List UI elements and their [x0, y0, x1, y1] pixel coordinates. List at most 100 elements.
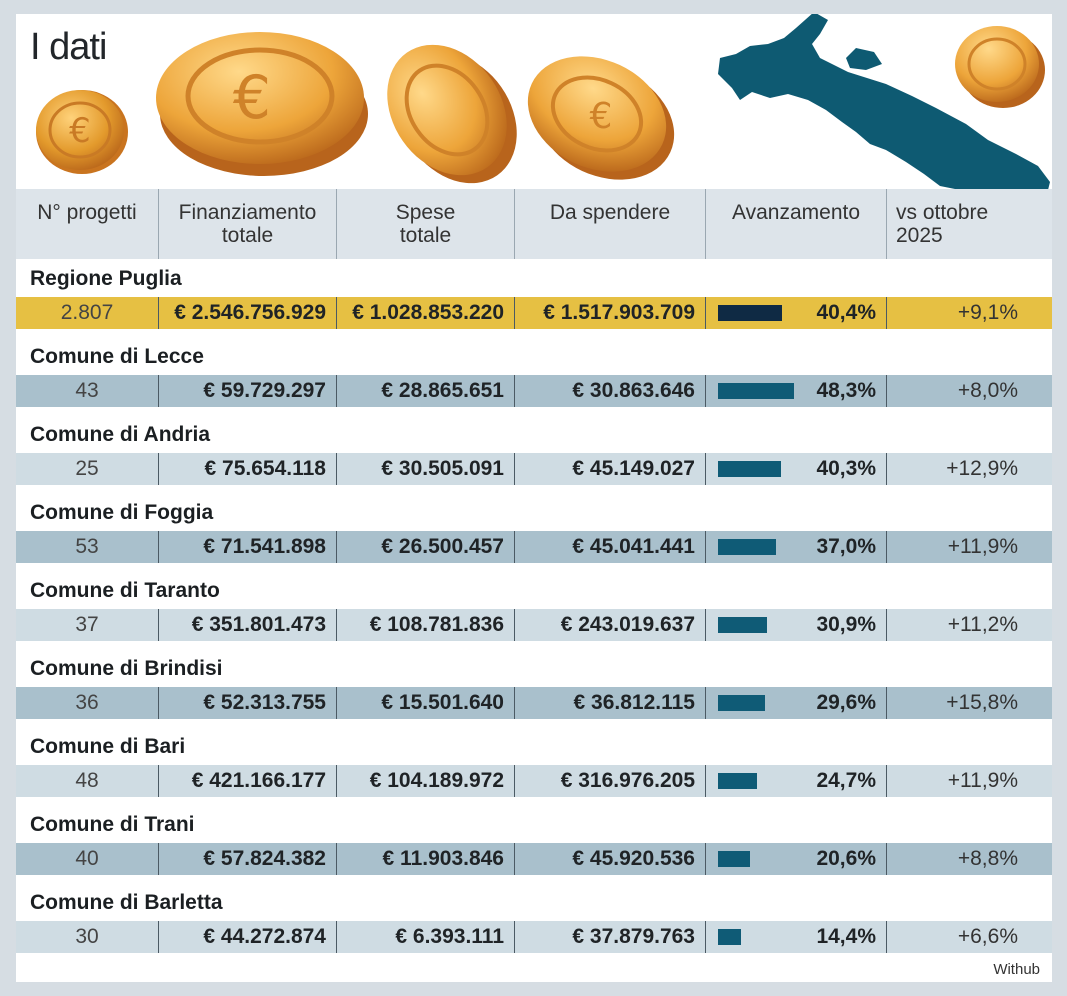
column-divider	[336, 531, 337, 563]
column-divider	[336, 189, 337, 259]
column-divider	[158, 687, 159, 719]
column-divider	[886, 765, 887, 797]
cell-progetti: 25	[75, 457, 99, 480]
table-row: 48 € 421.166.177 € 104.189.972 € 316.976.20…	[16, 765, 1052, 797]
table-row: 40 € 57.824.382 € 11.903.846 € 45.920.536 20…	[16, 843, 1052, 875]
cell-da-spendere: € 45.920.536	[572, 847, 695, 870]
cell-da-spendere: € 36.812.115	[573, 691, 695, 714]
column-divider	[705, 687, 706, 719]
cell-progetti: 40	[75, 847, 99, 870]
cell-progetti: 48	[75, 769, 99, 792]
row-name: Comune di Taranto	[30, 579, 220, 602]
cell-spese: € 6.393.111	[395, 925, 504, 948]
cell-progetti: 2.807	[60, 301, 114, 324]
column-divider	[336, 375, 337, 407]
column-divider	[158, 609, 159, 641]
cell-delta: +15,8%	[946, 691, 1018, 714]
table-row: 36 € 52.313.755 € 15.501.640 € 36.812.115 29…	[16, 687, 1052, 719]
column-divider	[336, 453, 337, 485]
column-divider	[158, 843, 159, 875]
cell-delta: +11,9%	[947, 769, 1018, 792]
euro-coin-icon: €	[527, 56, 675, 180]
euro-coin-icon: €	[156, 32, 368, 176]
cell-delta: +8,0%	[957, 379, 1018, 402]
cell-spese: € 28.865.651	[381, 379, 504, 402]
row-name: Comune di Andria	[30, 423, 211, 446]
cell-avanzamento: 24,7%	[816, 769, 876, 792]
column-divider	[886, 843, 887, 875]
column-divider	[705, 843, 706, 875]
header-da-spendere: Da spendere	[549, 201, 671, 224]
cell-avanzamento: 37,0%	[816, 535, 876, 558]
cell-finanziamento: € 44.272.874	[203, 925, 326, 948]
row-name: Comune di Brindisi	[30, 657, 223, 680]
table-row: 2.807 € 2.546.756.929 € 1.028.853.220 € 1.5…	[16, 297, 1052, 329]
cell-avanzamento: 20,6%	[816, 847, 876, 870]
column-divider	[514, 375, 515, 407]
column-divider	[158, 765, 159, 797]
column-divider	[336, 687, 337, 719]
progress-bar	[718, 617, 767, 633]
column-divider	[705, 765, 706, 797]
cell-da-spendere: € 37.879.763	[572, 925, 695, 948]
column-divider	[705, 921, 706, 953]
cell-spese: € 104.189.972	[369, 769, 504, 792]
cell-finanziamento: € 52.313.755	[203, 691, 326, 714]
column-divider	[514, 765, 515, 797]
column-divider	[886, 189, 887, 259]
cell-spese: € 11.903.846	[382, 847, 504, 870]
column-divider	[886, 297, 887, 329]
svg-text:€: €	[69, 111, 91, 151]
progress-bar	[718, 305, 782, 321]
table-header: N° progetti Finanziamento totale Spese t…	[16, 189, 1052, 259]
column-divider	[514, 297, 515, 329]
infographic-card: I dati € € € N° progett	[16, 14, 1052, 982]
progress-bar	[718, 383, 794, 399]
header-avanzamento: Avanzamento	[731, 201, 861, 224]
progress-bar	[718, 851, 750, 867]
row-name: Comune di Bari	[30, 735, 186, 758]
row-name: Comune di Trani	[30, 813, 195, 836]
column-divider	[158, 297, 159, 329]
cell-progetti: 53	[75, 535, 99, 558]
cell-finanziamento: € 71.541.898	[203, 535, 326, 558]
progress-bar	[718, 695, 765, 711]
column-divider	[886, 921, 887, 953]
column-divider	[514, 189, 515, 259]
cell-avanzamento: 29,6%	[816, 691, 876, 714]
cell-avanzamento: 30,9%	[816, 613, 876, 636]
cell-da-spendere: € 316.976.205	[560, 769, 695, 792]
header-spese: Spese totale	[395, 201, 456, 247]
progress-bar	[718, 539, 776, 555]
row-name: Comune di Foggia	[30, 501, 214, 524]
column-divider	[514, 609, 515, 641]
row-name: Comune di Barletta	[30, 891, 223, 914]
column-divider	[336, 921, 337, 953]
cell-avanzamento: 40,4%	[816, 301, 876, 324]
cell-delta: +9,1%	[957, 301, 1018, 324]
progress-bar	[718, 929, 741, 945]
column-divider	[705, 297, 706, 329]
puglia-map	[718, 14, 1050, 236]
table-row: 37 € 351.801.473 € 108.781.836 € 243.019.63…	[16, 609, 1052, 641]
column-divider	[705, 375, 706, 407]
cell-spese: € 1.028.853.220	[352, 301, 504, 324]
cell-delta: +12,9%	[946, 457, 1018, 480]
column-divider	[158, 531, 159, 563]
header-progetti: N° progetti	[37, 201, 137, 224]
progress-bar	[718, 773, 757, 789]
column-divider	[886, 375, 887, 407]
column-divider	[336, 297, 337, 329]
cell-da-spendere: € 243.019.637	[560, 613, 695, 636]
cell-finanziamento: € 421.166.177	[191, 769, 326, 792]
progress-bar	[718, 461, 781, 477]
cell-da-spendere: € 1.517.903.709	[543, 301, 695, 324]
cell-finanziamento: € 59.729.297	[203, 379, 326, 402]
cell-avanzamento: 40,3%	[816, 457, 876, 480]
cell-finanziamento: € 2.546.756.929	[174, 301, 326, 324]
cell-da-spendere: € 30.863.646	[572, 379, 695, 402]
cell-progetti: 37	[75, 613, 99, 636]
euro-coin-icon	[955, 26, 1045, 108]
cell-da-spendere: € 45.041.441	[572, 535, 695, 558]
column-divider	[336, 609, 337, 641]
